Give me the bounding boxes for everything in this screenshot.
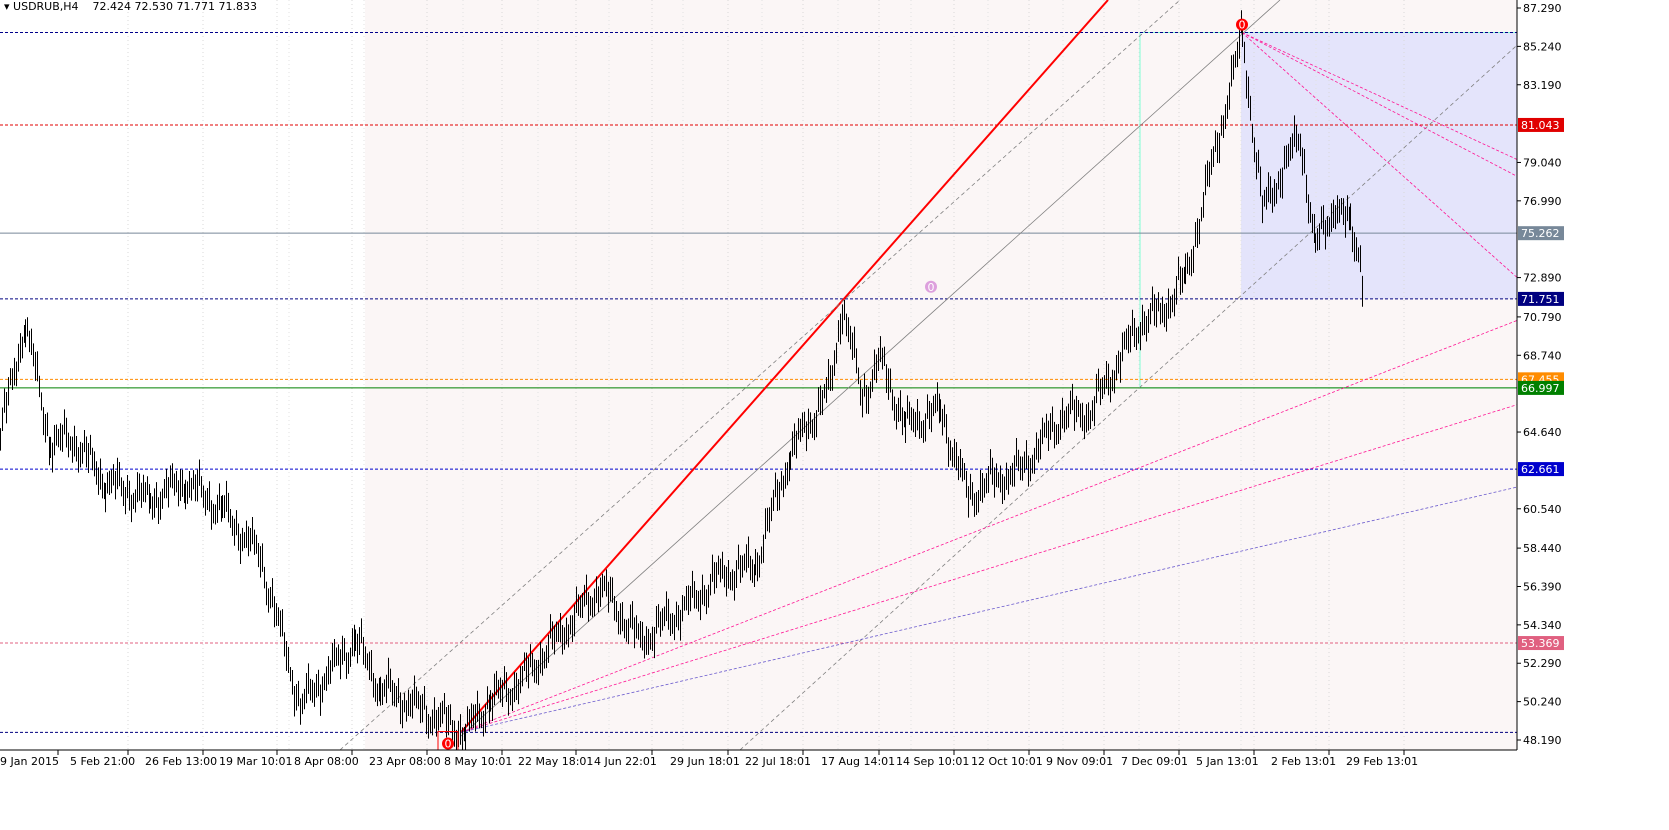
x-tick-label: 22 May 18:01 bbox=[518, 755, 593, 768]
y-tick-label: 58.440 bbox=[1523, 542, 1562, 555]
y-tick-label: 60.540 bbox=[1523, 503, 1562, 516]
x-tick-label: 5 Feb 21:00 bbox=[70, 755, 135, 768]
y-tick-label: 87.290 bbox=[1523, 2, 1562, 15]
level-price-text: 75.262 bbox=[1521, 227, 1560, 240]
level-price-tag bbox=[1518, 380, 1564, 395]
y-tick-label: 56.390 bbox=[1523, 580, 1562, 593]
x-tick-label: 7 Dec 09:01 bbox=[1121, 755, 1188, 768]
y-tick-label: 52.290 bbox=[1523, 657, 1562, 670]
y-tick-label: 79.040 bbox=[1523, 156, 1562, 169]
level-price-tag bbox=[1518, 226, 1564, 241]
pivot-marker-label: 0 bbox=[445, 738, 452, 751]
x-tick-label: 23 Apr 08:00 bbox=[369, 755, 441, 768]
projection-box bbox=[1241, 32, 1517, 299]
level-price-tag bbox=[1518, 636, 1564, 651]
level-price-text: 81.043 bbox=[1521, 119, 1560, 132]
y-tick-label: 70.790 bbox=[1523, 311, 1562, 324]
pivot-marker bbox=[1236, 18, 1248, 31]
x-tick-label: 14 Sep 10:01 bbox=[896, 755, 969, 768]
pivot-marker-label: 0 bbox=[1239, 19, 1246, 32]
x-tick-label: 8 May 10:01 bbox=[444, 755, 512, 768]
price-axis bbox=[1517, 0, 1669, 826]
x-tick-label: 12 Oct 10:01 bbox=[971, 755, 1043, 768]
fan-line bbox=[460, 486, 1518, 733]
level-price-tag bbox=[1518, 117, 1564, 132]
fan-line bbox=[460, 404, 1518, 733]
y-tick-label: 50.240 bbox=[1523, 696, 1562, 709]
main-trendline bbox=[460, 0, 1109, 733]
x-tick-label: 22 Jul 18:01 bbox=[745, 755, 811, 768]
x-tick-label: 9 Jan 2015 bbox=[0, 755, 59, 768]
chart-header: ▾ USDRUB,H4 72.424 72.530 71.771 71.833 bbox=[4, 0, 257, 13]
fan-line bbox=[460, 320, 1518, 733]
fan-line bbox=[1241, 32, 1518, 177]
ohlc-values: 72.424 72.530 71.771 71.833 bbox=[92, 0, 257, 13]
dropdown-arrow-icon[interactable]: ▾ bbox=[4, 0, 10, 13]
x-tick-label: 29 Feb 13:01 bbox=[1346, 755, 1418, 768]
channel-line bbox=[339, 0, 1181, 751]
pivot-marker-label: 0 bbox=[928, 281, 935, 294]
x-tick-label: 19 Mar 10:01 bbox=[219, 755, 292, 768]
y-tick-label: 72.890 bbox=[1523, 272, 1562, 285]
fan-line bbox=[1241, 32, 1518, 160]
y-tick-label: 68.740 bbox=[1523, 349, 1562, 362]
pivot-marker bbox=[442, 737, 454, 750]
x-tick-label: 29 Jun 18:01 bbox=[670, 755, 740, 768]
channel-line bbox=[460, 0, 1281, 737]
pivot-marker bbox=[925, 280, 937, 293]
time-axis bbox=[0, 750, 1517, 826]
level-price-text: 66.997 bbox=[1521, 382, 1560, 395]
x-tick-label: 2 Feb 13:01 bbox=[1271, 755, 1336, 768]
level-price-tag bbox=[1518, 291, 1564, 306]
x-tick-label: 17 Aug 14:01 bbox=[821, 755, 895, 768]
x-tick-label: 4 Jun 22:01 bbox=[594, 755, 657, 768]
x-tick-label: 9 Nov 09:01 bbox=[1046, 755, 1113, 768]
symbol-label: USDRUB,H4 bbox=[13, 0, 79, 13]
level-price-text: 53.369 bbox=[1521, 637, 1560, 650]
level-price-text: 71.751 bbox=[1521, 293, 1560, 306]
y-tick-label: 64.640 bbox=[1523, 426, 1562, 439]
y-tick-label: 48.190 bbox=[1523, 734, 1562, 747]
x-tick-label: 8 Apr 08:00 bbox=[294, 755, 359, 768]
x-tick-label: 5 Jan 13:01 bbox=[1196, 755, 1259, 768]
level-price-text: 62.661 bbox=[1521, 463, 1560, 476]
level-price-tag bbox=[1518, 462, 1564, 477]
fan-line bbox=[1241, 32, 1518, 278]
y-tick-label: 85.240 bbox=[1523, 40, 1562, 53]
y-tick-label: 54.340 bbox=[1523, 619, 1562, 632]
y-tick-label: 83.190 bbox=[1523, 79, 1562, 92]
x-tick-label: 26 Feb 13:00 bbox=[145, 755, 217, 768]
y-tick-label: 76.990 bbox=[1523, 195, 1562, 208]
